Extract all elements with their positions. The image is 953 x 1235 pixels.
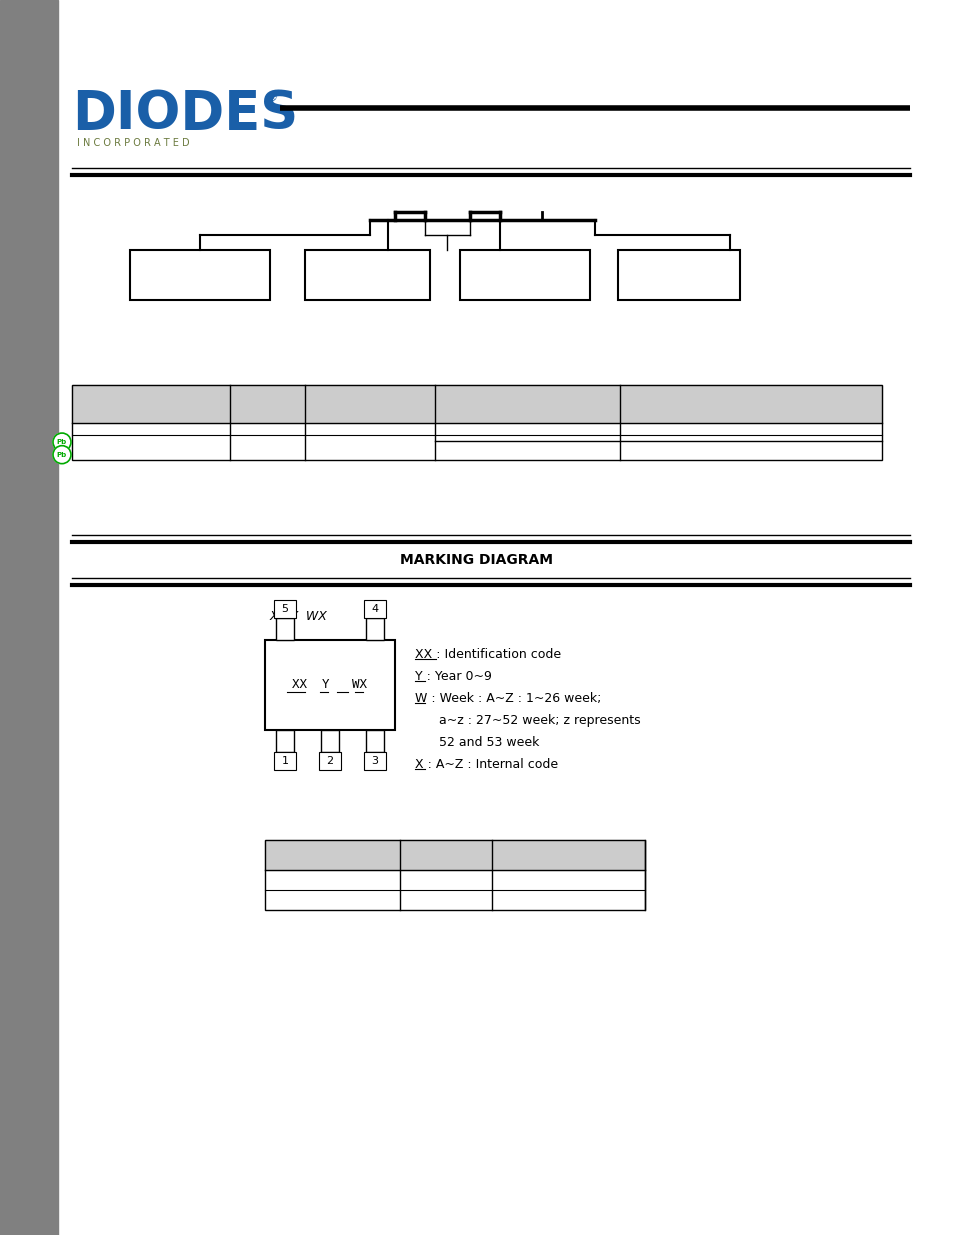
Bar	[71, 385, 882, 422]
Bar	[305, 249, 430, 300]
Bar	[364, 600, 386, 618]
Bar	[366, 730, 384, 752]
Bar	[320, 730, 338, 752]
Bar	[274, 752, 295, 769]
Text: 2: 2	[326, 756, 334, 766]
Bar	[265, 640, 395, 730]
Text: 4: 4	[371, 604, 378, 614]
Bar	[318, 752, 340, 769]
Bar	[265, 840, 644, 871]
Bar	[366, 618, 384, 640]
Bar	[71, 385, 882, 459]
Text: ®: ®	[267, 93, 277, 103]
Bar	[459, 249, 589, 300]
Bar	[275, 730, 294, 752]
Circle shape	[53, 446, 71, 463]
Bar	[364, 752, 386, 769]
Text: Pb: Pb	[57, 440, 67, 445]
Text: Pb: Pb	[57, 452, 67, 458]
Text: 5: 5	[281, 604, 288, 614]
Bar	[265, 840, 644, 910]
Text: XX  Y   WX: XX Y WX	[293, 678, 367, 692]
Text: I N C O R P O R A T E D: I N C O R P O R A T E D	[77, 138, 190, 148]
Bar	[130, 249, 270, 300]
Bar	[0, 0, 58, 1235]
Bar	[618, 249, 740, 300]
Circle shape	[53, 433, 71, 451]
Text: 52 and 53 week: 52 and 53 week	[415, 736, 538, 748]
Text: 1: 1	[281, 756, 288, 766]
Text: XX Y  WX: XX Y WX	[270, 610, 328, 622]
Text: Y : Year 0~9: Y : Year 0~9	[415, 671, 492, 683]
Text: X : A~Z : Internal code: X : A~Z : Internal code	[415, 758, 558, 771]
Bar	[275, 618, 294, 640]
Text: 3: 3	[371, 756, 378, 766]
Text: DIODES: DIODES	[71, 88, 298, 140]
Text: a~z : 27~52 week; z represents: a~z : 27~52 week; z represents	[415, 714, 640, 727]
Text: W : Week : A~Z : 1~26 week;: W : Week : A~Z : 1~26 week;	[415, 692, 600, 705]
Text: MARKING DIAGRAM: MARKING DIAGRAM	[400, 553, 553, 567]
Text: XX : Identification code: XX : Identification code	[415, 648, 560, 661]
Bar	[274, 600, 295, 618]
